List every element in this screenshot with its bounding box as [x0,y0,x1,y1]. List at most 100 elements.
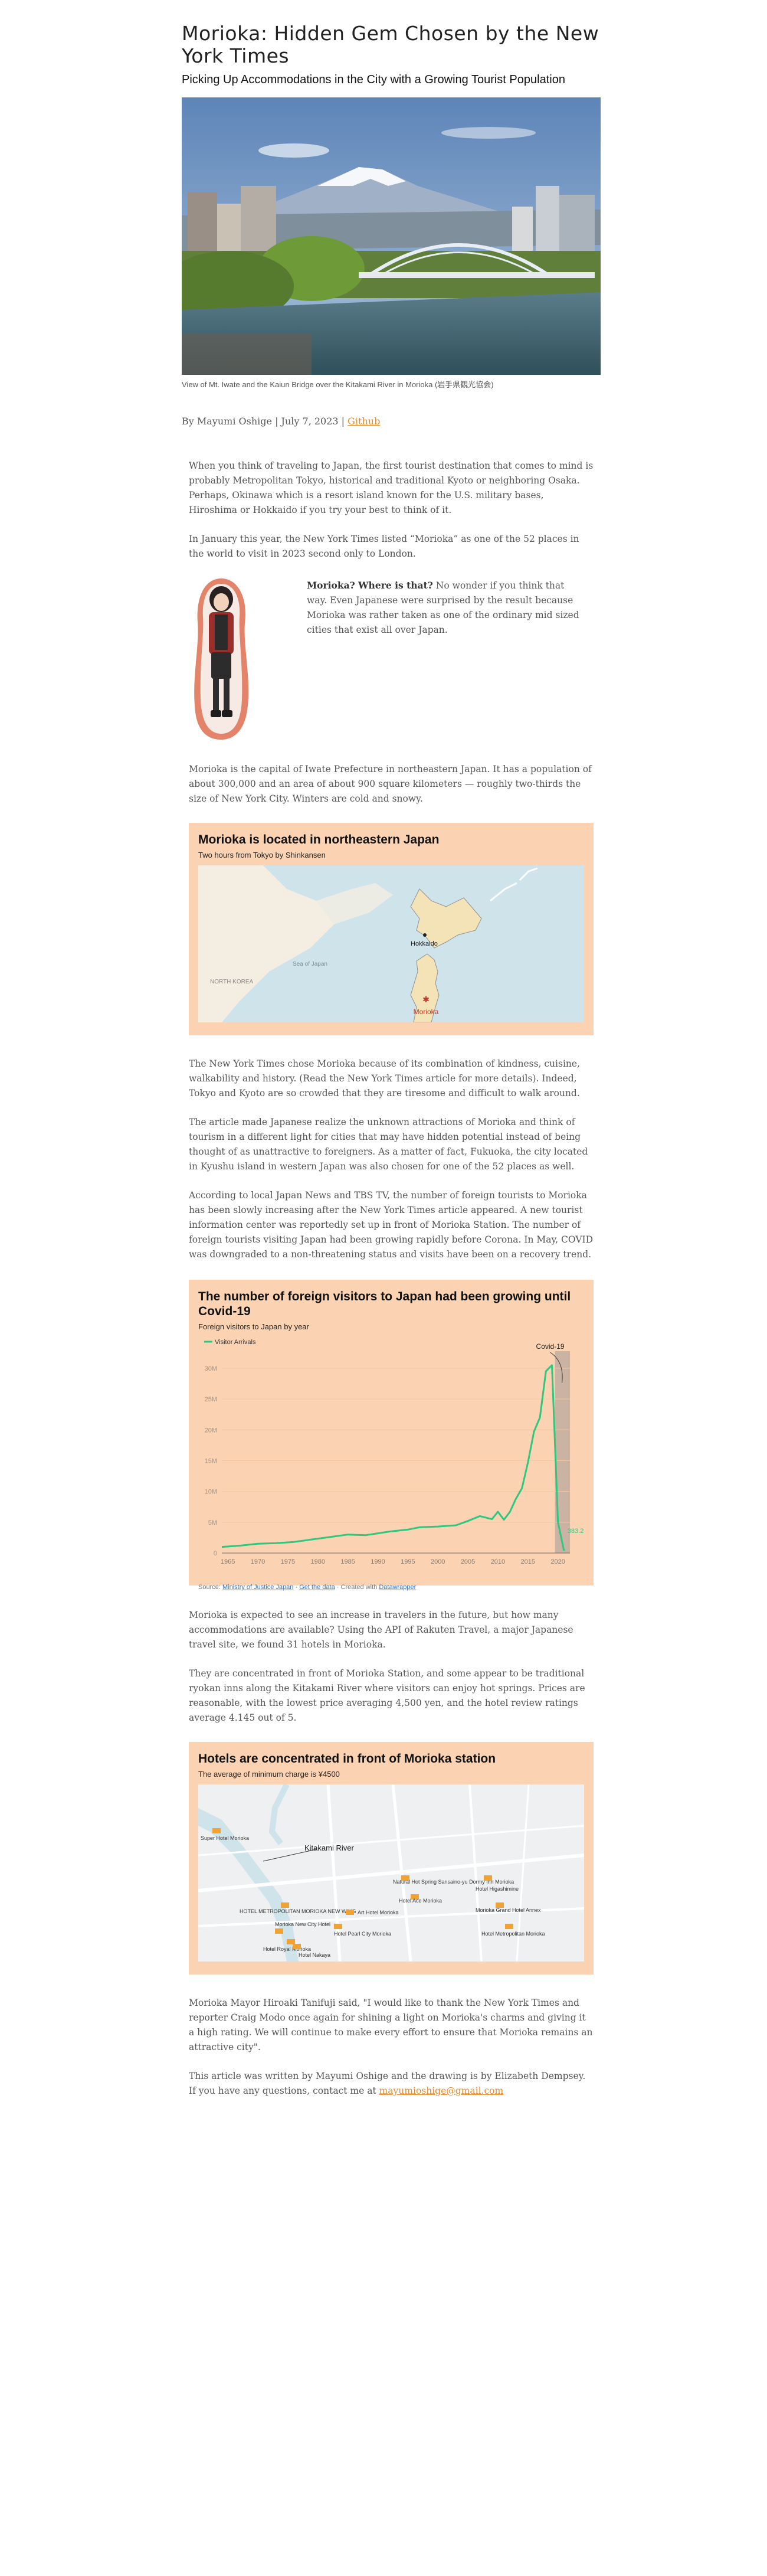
hotel-marker[interactable] [334,1924,342,1929]
x-tick-label: 2010 [491,1558,505,1565]
hotel-marker[interactable] [281,1902,289,1908]
hotel-marker[interactable] [293,1944,301,1949]
byline-separator: | [271,416,281,427]
sea-label: Sea of Japan [293,961,327,967]
datawrapper-link[interactable]: Datawrapper [379,1584,417,1591]
aside-text: No wonder if you think that way. Even Ja… [307,580,579,635]
y-tick-label: 0 [214,1550,217,1557]
end-value-label: 383.2K [568,1528,584,1535]
hotel-map[interactable]: Kitakami River Super Hotel Morioka Natur… [198,1784,584,1962]
aside-paragraph: Morioka? Where is that? No wonder if you… [307,578,584,638]
paragraph: The New York Times chose Morioka because… [189,1058,580,1099]
hotel-marker[interactable] [505,1924,513,1929]
byline-author: By Mayumi Oshige [182,416,272,427]
closing-text: This article was written by Mayumi Oshig… [189,2071,586,2096]
article: Morioka: Hidden Gem Chosen by the New Yo… [182,0,601,2098]
hero-caption: View of Mt. Iwate and the Kaiun Bridge o… [182,380,494,389]
hotel-label: Natural Hot Spring Sansaino-yu Dormy Inn… [393,1879,514,1885]
hotel-map-svg: Kitakami River Super Hotel Morioka Natur… [198,1784,584,1962]
paragraph: The article made Japanese realize the un… [189,1117,588,1172]
x-tick-label: 1985 [340,1558,355,1565]
hotel-label: Hotel Metropolitan Morioka [481,1931,545,1937]
hotel-marker[interactable] [484,1875,492,1881]
article-title: Morioka: Hidden Gem Chosen by the New Yo… [182,22,599,67]
hotel-marker[interactable] [275,1928,283,1934]
y-tick-label: 25M [205,1396,217,1403]
aside-block: Morioka? Where is that? No wonder if you… [189,576,594,748]
created-prefix: · Created with [335,1584,379,1591]
north-korea-label: NORTH KOREA [210,979,253,985]
hero-image [182,97,601,375]
paragraph: Morioka Mayor Hiroaki Tanifuji said, "I … [189,1998,593,2052]
byline-separator: | [338,416,348,427]
x-tick-label: 2020 [550,1558,565,1565]
morioka-star-icon: ✱ [422,995,430,1004]
github-link[interactable]: Github [348,416,381,427]
x-tick-label: 2015 [521,1558,535,1565]
paragraph: Morioka is expected to see an increase i… [189,1610,573,1650]
byline-date: July 7, 2023 [281,416,339,427]
byline: By Mayumi Oshige | July 7, 2023 | Github [182,416,601,427]
chart-footnote: Source: Ministry of Justice Japan · Get … [198,1584,584,1591]
y-tick-label: 5M [208,1519,217,1526]
hotel-label: Hotel Nakaya [299,1952,330,1958]
hotel-label: Morioka New City Hotel [275,1921,330,1927]
kitakami-river-label: Kitakami River [304,1843,354,1852]
x-tick-label: 1995 [401,1558,415,1565]
y-tick-label: 30M [205,1365,217,1372]
hokkaido-label: Hokkaido [411,940,438,947]
paragraph: In January this year, the New York Times… [189,534,579,559]
source-link[interactable]: Ministry of Justice Japan [222,1584,294,1591]
article-body: When you think of traveling to Japan, th… [182,459,601,2098]
get-data-link[interactable]: Get the data [299,1584,335,1591]
footnote-separator: · [293,1584,300,1591]
hotel-card-subtitle: The average of minimum charge is ¥4500 [198,1770,340,1779]
visitors-line-chart: 0 5M 10M 15M 20M 25M 30M 1965 1970 1975 1980 1985 19… [204,1339,588,1565]
map-card-title: Morioka is located in northeastern Japan [198,833,440,846]
hokkaido-marker [423,933,427,937]
hotel-marker[interactable] [401,1875,409,1881]
x-tick-label: 1970 [251,1558,265,1565]
hotel-marker[interactable] [496,1902,504,1908]
hotel-label: Hotel Ace Morioka [399,1898,442,1904]
japan-map[interactable]: NORTH KOREA Sea of Japan Hokkaido ✱ Mori… [198,865,584,1022]
source-prefix: Source: [198,1584,222,1591]
hotel-label: Super Hotel Morioka [201,1835,249,1841]
chart-title: The number of foreign visitors to Japan … [198,1290,571,1318]
legend-label: Visitor Arrivals [215,1339,256,1346]
hotel-marker[interactable] [346,1910,354,1915]
hotel-card: Hotels are concentrated in front of Mori… [189,1742,594,1975]
map-card-subtitle: Two hours from Tokyo by Shinkansen [198,851,326,859]
email-link[interactable]: mayumioshige@gmail.com [379,2085,504,2096]
hotel-marker[interactable] [287,1939,295,1944]
girl-illustration [194,578,249,740]
morioka-label: Morioka [414,1008,439,1016]
hotel-marker[interactable] [411,1894,419,1900]
x-tick-label: 1990 [371,1558,385,1565]
paragraph: According to local Japan News and TBS TV… [189,1190,594,1260]
annotation-arrow [550,1352,563,1383]
hero-illustration [182,97,601,375]
aside-question: Morioka? Where is that? [307,580,433,591]
hotel-label: Hotel Royal Morioka [263,1946,311,1952]
hotel-label: HOTEL METROPOLITAN MORIOKA NEW WING [240,1908,356,1914]
hotel-marker[interactable] [212,1828,221,1833]
covid-annotation: Covid-19 [536,1342,565,1351]
x-tick-label: 2005 [461,1558,475,1565]
chart-subtitle: Foreign visitors to Japan by year [198,1322,309,1331]
closing-paragraph: This article was written by Mayumi Oshig… [189,2069,594,2098]
hotel-label: Art Hotel Morioka [358,1910,399,1915]
y-tick-label: 15M [205,1457,217,1464]
article-subtitle: Picking Up Accommodations in the City wi… [182,73,565,86]
hotel-label: Hotel Higashimine [476,1886,519,1892]
paragraph: Morioka is the capital of Iwate Prefectu… [189,764,592,804]
hotel-card-title: Hotels are concentrated in front of Mori… [198,1752,496,1766]
x-tick-label: 1975 [281,1558,295,1565]
y-tick-label: 10M [205,1489,217,1496]
hotel-label: Morioka Grand Hotel Annex [476,1907,541,1913]
hotel-label: Hotel Pearl City Morioka [334,1931,391,1937]
x-tick-label: 1980 [311,1558,325,1565]
x-tick-label: 2000 [431,1558,445,1565]
x-tick-label: 1965 [221,1558,235,1565]
japan-map-svg: NORTH KOREA Sea of Japan Hokkaido ✱ Mori… [198,865,584,1022]
